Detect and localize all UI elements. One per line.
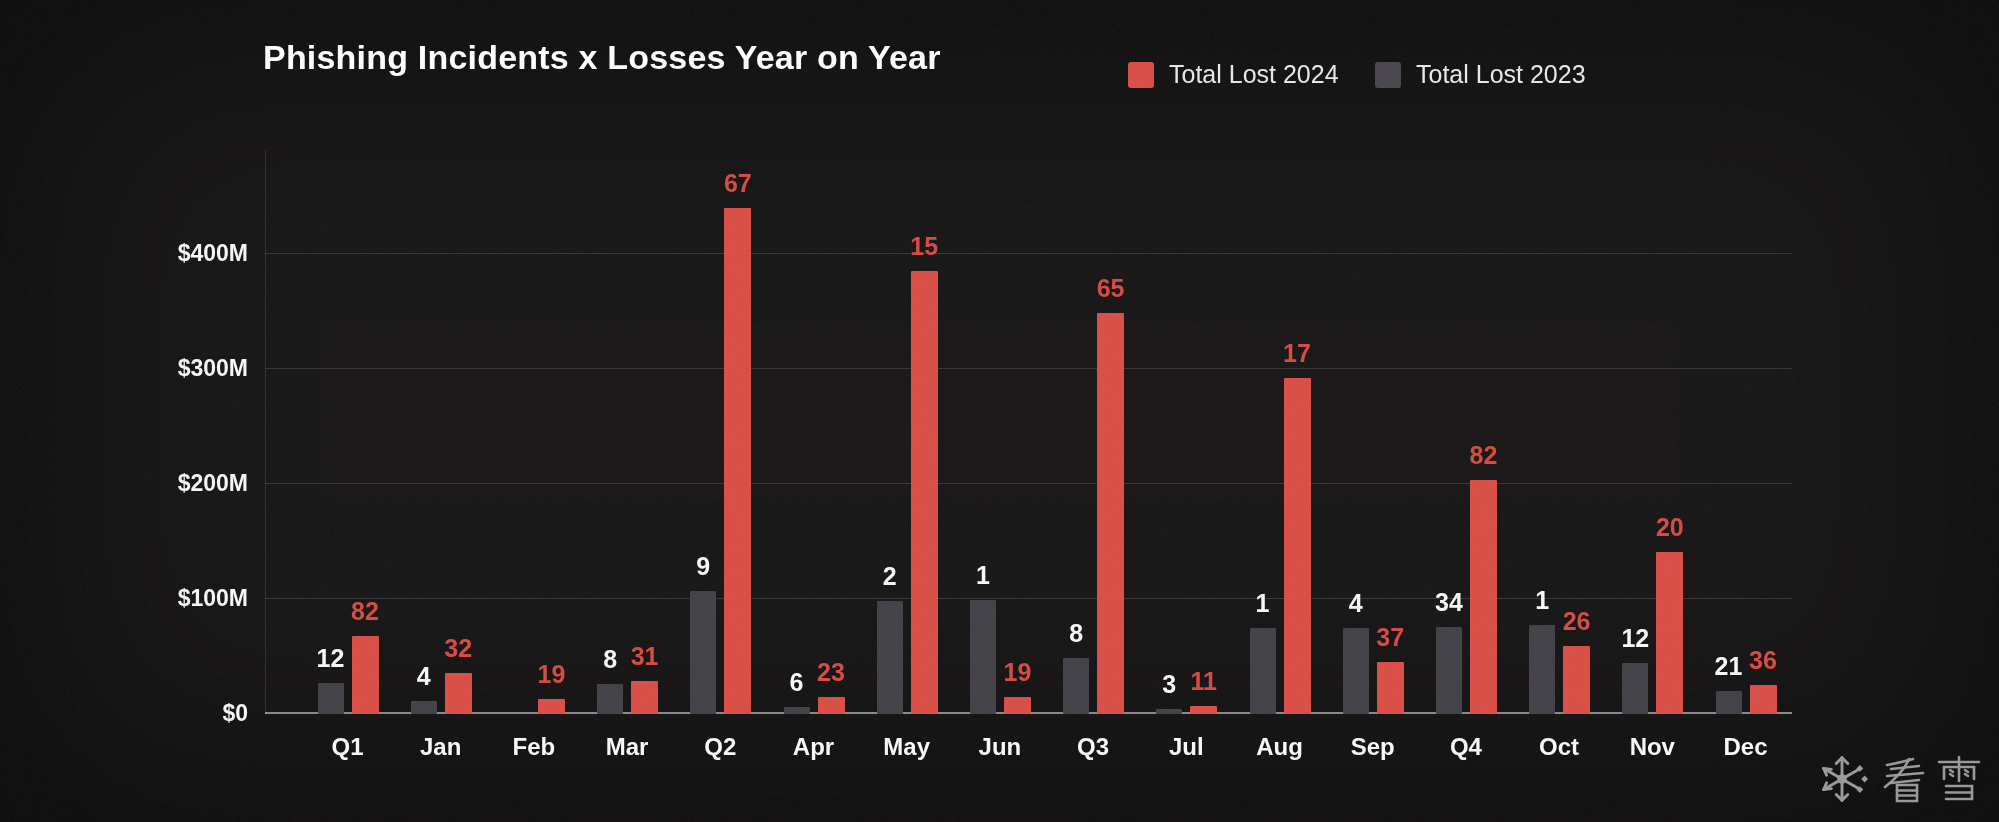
legend-label-2023: Total Lost 2023 (1416, 60, 1586, 89)
y-axis-line (265, 150, 266, 714)
bar-label-2024: 15 (876, 232, 972, 261)
kanxue-watermark: 看雪 (1815, 752, 1983, 806)
bar-2023 (1250, 628, 1276, 714)
bar-label-2024: 17 (1249, 339, 1345, 368)
plot-area: 1282Q1432Jan19Feb831Mar967Q2623Apr215May… (265, 150, 1792, 714)
bar-label-2024: 37 (1342, 623, 1438, 652)
snowflake-icon (1815, 752, 1869, 806)
bar-label-2024: 20 (1622, 513, 1718, 542)
bar-label-2024: 67 (690, 169, 786, 198)
bar-2023 (1622, 663, 1648, 714)
bar-2024 (1190, 706, 1217, 714)
y-axis-tick-label: $300M (118, 355, 248, 382)
bar-2024 (352, 636, 379, 714)
bar-label-2024: 31 (597, 642, 693, 671)
bar-2024 (1097, 313, 1124, 714)
bar-2024 (1004, 697, 1031, 714)
legend-label-2024: Total Lost 2024 (1169, 60, 1339, 89)
bar-label-2024: 65 (1063, 274, 1159, 303)
bar-2023 (1716, 691, 1742, 714)
legend-swatch-2024 (1128, 62, 1154, 88)
bar-2024 (1377, 662, 1404, 714)
bar-label-2023: 1 (935, 561, 1031, 590)
y-axis-tick-label: $100M (118, 585, 248, 612)
y-axis-tick-label: $400M (118, 240, 248, 267)
bar-2024 (1656, 552, 1683, 714)
bar-2024 (445, 673, 472, 714)
bar-2023 (597, 684, 623, 714)
legend-item-2024: Total Lost 2024 (1128, 61, 1339, 88)
legend-item-2023: Total Lost 2023 (1375, 61, 1586, 88)
gridline (265, 368, 1792, 369)
bar-2023 (877, 601, 903, 714)
y-axis-tick-label: $0 (118, 700, 248, 727)
bar-2023 (784, 707, 810, 714)
bar-2023 (1529, 625, 1555, 714)
bar-label-2023: 4 (1308, 589, 1404, 618)
bar-2024 (724, 208, 751, 714)
bar-2024 (1470, 480, 1497, 714)
bar-2023 (1063, 658, 1089, 714)
gridline (265, 253, 1792, 254)
bar-label-2024: 11 (1156, 667, 1252, 696)
chart-title: Phishing Incidents x Losses Year on Year (263, 38, 941, 77)
bar-2024 (1750, 685, 1777, 714)
bar-2023 (690, 591, 716, 714)
bar-label-2024: 36 (1715, 646, 1811, 675)
bar-2024 (538, 699, 565, 714)
bar-2024 (1284, 378, 1311, 714)
bar-2023 (1156, 709, 1182, 714)
y-axis-tick-label: $200M (118, 470, 248, 497)
gridline (265, 483, 1792, 484)
bar-label-2024: 19 (969, 658, 1065, 687)
bar-2024 (911, 271, 938, 714)
x-tick-label: Dec (1691, 733, 1801, 761)
bar-label-2024: 32 (410, 634, 506, 663)
bar-label-2024: 82 (1435, 441, 1531, 470)
legend-swatch-2023 (1375, 62, 1401, 88)
bar-2023 (318, 683, 344, 714)
bar-label-2024: 82 (317, 597, 413, 626)
bar-2024 (1563, 646, 1590, 714)
bar-2023 (411, 701, 437, 714)
chart-canvas: Phishing Incidents x Losses Year on Year… (0, 0, 1999, 822)
bar-2024 (631, 681, 658, 714)
bar-2024 (818, 697, 845, 714)
bar-label-2024: 23 (783, 658, 879, 687)
watermark-text-glyphs (1879, 754, 1983, 804)
bar-2023 (1436, 627, 1462, 714)
